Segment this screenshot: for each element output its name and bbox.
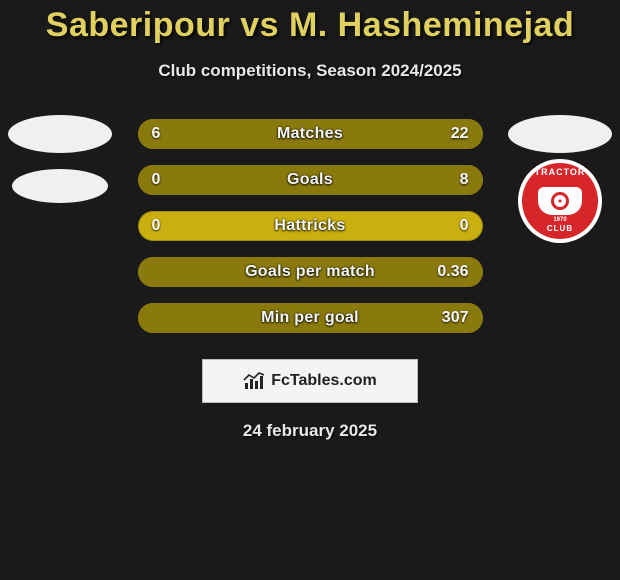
stat-bar: Min per goal307	[138, 303, 483, 333]
stat-bar: Goals per match0.36	[138, 257, 483, 287]
stat-row: Min per goal307	[0, 295, 620, 341]
chart-icon	[243, 372, 265, 390]
stat-bar: Hattricks0 0	[138, 211, 483, 241]
stat-value-right: 0	[460, 211, 469, 241]
brand-attribution[interactable]: FcTables.com	[202, 359, 418, 403]
stat-bar: Matches6 22	[138, 119, 483, 149]
stats-container: TRACTOR 1970 CLUB Matches622Goals08Hattr…	[0, 111, 620, 341]
stat-label: Goals per match	[138, 257, 483, 287]
stat-value-left: 0	[152, 165, 161, 195]
stat-value-right: 307	[442, 303, 469, 333]
page-title: Saberipour vs M. Hasheminejad	[0, 0, 620, 45]
stat-value-right: 22	[451, 119, 469, 149]
stat-row: Hattricks0 0	[0, 203, 620, 249]
stat-value-left: 6	[152, 119, 161, 149]
stat-value-left: 0	[152, 211, 161, 241]
stat-label: Hattricks	[138, 211, 483, 241]
subtitle: Club competitions, Season 2024/2025	[0, 61, 620, 81]
brand-text: FcTables.com	[271, 372, 377, 390]
stat-value-right: 0.36	[437, 257, 468, 287]
stat-label: Goals	[138, 165, 483, 195]
stat-row: Goals0 8	[0, 157, 620, 203]
stat-label: Min per goal	[138, 303, 483, 333]
footer-date: 24 february 2025	[0, 421, 620, 441]
stat-bar: Goals0 8	[138, 165, 483, 195]
stat-row: Matches6 22	[0, 111, 620, 157]
stat-value-right: 8	[460, 165, 469, 195]
stat-label: Matches	[138, 119, 483, 149]
stat-row: Goals per match0.36	[0, 249, 620, 295]
